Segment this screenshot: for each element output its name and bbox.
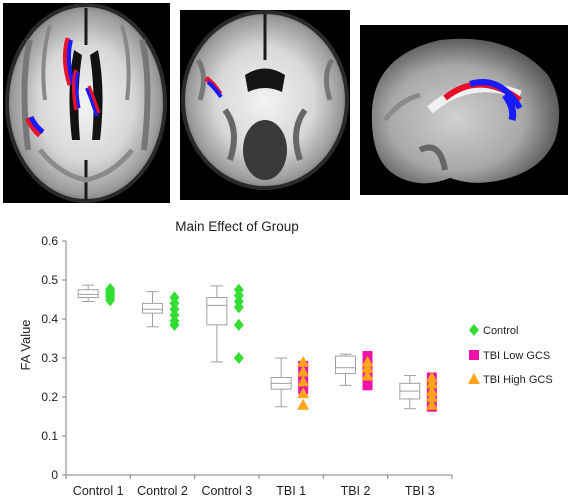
coronal-brain-slice	[180, 10, 350, 200]
control-marker	[105, 282, 116, 295]
box-plots	[77, 284, 421, 410]
tbi-high-gcs-marker	[297, 387, 310, 399]
box-iqr	[206, 297, 228, 326]
legend-marker-control	[469, 324, 479, 336]
tbi-high-gcs-marker	[425, 371, 438, 383]
data-points	[105, 282, 438, 412]
chart-axes: 0 0.1 0.2 0.3 0.4 0.5 0.6 Control 1 Control 2 Con…	[41, 234, 453, 498]
y-axis-label: FA Value	[18, 319, 33, 370]
chart-title: Main Effect of Group	[175, 219, 299, 234]
y-tick-label: 0.3	[41, 351, 58, 365]
box-iqr	[77, 289, 99, 299]
box-plot-1	[77, 284, 99, 302]
box-iqr	[142, 302, 163, 314]
tbi-high-gcs-marker	[425, 385, 438, 397]
x-category-label: Control 2	[137, 484, 188, 498]
tbi-high-gcs-marker	[425, 391, 438, 402]
tbi-high-gcs-marker	[361, 369, 374, 381]
y-tick-label: 0.5	[41, 273, 58, 287]
tbi-high-gcs-marker	[361, 361, 374, 373]
tbi-high-gcs-marker	[297, 375, 310, 387]
box-plot-6	[399, 375, 421, 410]
box-iqr	[335, 355, 356, 375]
legend-marker-tbi-high-gcs	[468, 373, 480, 384]
control-marker	[233, 352, 244, 364]
y-tick-label: 0.2	[41, 390, 58, 404]
tbi-high-gcs-marker	[297, 398, 310, 410]
box-plot-4	[270, 357, 292, 408]
brain-images-panel	[0, 0, 571, 210]
legend-label: TBI High GCS	[483, 374, 553, 386]
control-marker	[169, 291, 180, 304]
legend-label: Control	[483, 325, 518, 337]
legend-marker-tbi-low-gcs	[469, 350, 479, 360]
y-tick-label: 0.1	[41, 429, 58, 443]
tbi-high-gcs-marker	[297, 355, 310, 367]
box-plot-chart: Main Effect of Group FA Value 0 0.1 0.2 0.3…	[18, 219, 553, 498]
sagittal-brain-slice	[360, 25, 568, 195]
box-plot-5	[335, 353, 356, 386]
x-category-label: TBI 3	[405, 484, 435, 498]
chart-legend: Control TBI Low GCS TBI High GCS	[468, 324, 553, 386]
y-tick-label: 0	[51, 468, 58, 482]
x-category-label: TBI 1	[276, 484, 306, 498]
x-category-label: Control 1	[73, 484, 124, 498]
y-tick-label: 0.6	[41, 234, 58, 248]
axial-brain-slice	[3, 3, 170, 203]
tbi-high-gcs-marker	[425, 377, 438, 389]
x-category-label: Control 3	[201, 484, 252, 498]
box-plot-3	[206, 285, 228, 363]
tbi-high-gcs-marker	[425, 398, 438, 410]
y-tick-label: 0.4	[41, 312, 58, 326]
legend-label: TBI Low GCS	[483, 350, 550, 362]
x-category-label: TBI 2	[341, 484, 371, 498]
tbi-high-gcs-marker	[297, 365, 310, 377]
control-marker	[233, 318, 244, 331]
tbi-high-gcs-marker	[361, 355, 374, 367]
box-plot-2	[142, 291, 163, 328]
control-marker	[233, 283, 244, 296]
